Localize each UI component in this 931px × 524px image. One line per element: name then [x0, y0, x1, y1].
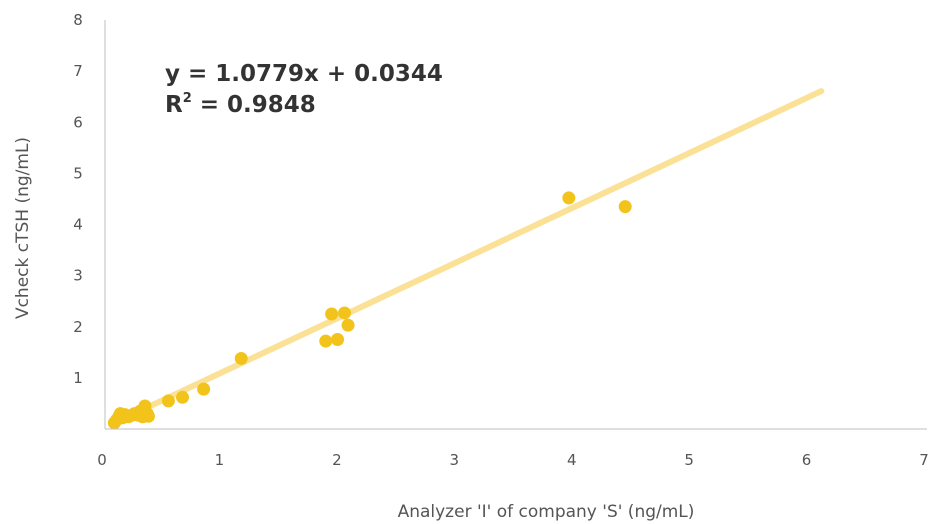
y-tick-label: 4 — [73, 216, 83, 234]
r-squared-superscript: 2 — [183, 91, 192, 106]
trendline-layer — [111, 88, 825, 426]
y-tick-label: 5 — [73, 164, 83, 182]
data-point — [234, 351, 248, 365]
data-point — [341, 318, 355, 332]
points-layer — [107, 191, 632, 430]
x-tick-label: 0 — [97, 451, 107, 469]
r-squared-label: R2 = 0.9848 — [165, 91, 316, 118]
r-squared-letter: R — [165, 92, 183, 118]
data-point — [325, 307, 339, 321]
y-tick-label: 7 — [73, 62, 83, 80]
x-tick-label: 1 — [215, 451, 225, 469]
data-point — [176, 390, 190, 404]
data-point — [338, 306, 352, 320]
y-tick-label: 1 — [73, 369, 83, 387]
r-squared-value: = 0.9848 — [192, 92, 316, 118]
x-tick-label: 7 — [919, 451, 929, 469]
y-tick-label: 3 — [73, 267, 83, 285]
trendline — [111, 88, 825, 426]
data-point — [331, 333, 345, 347]
data-point — [141, 409, 155, 423]
y-tick-label: 2 — [73, 318, 83, 336]
axes-layer — [104, 20, 927, 430]
x-axis-title: Analyzer 'I' of company 'S' (ng/mL) — [398, 502, 695, 522]
x-tick-label: 5 — [684, 451, 694, 469]
data-point — [197, 382, 211, 396]
x-tick-label: 3 — [450, 451, 460, 469]
data-point — [161, 394, 175, 408]
x-tick-label: 2 — [332, 451, 342, 469]
y-tick-label: 8 — [73, 11, 83, 29]
y-tick-labels: 1 2 3 4 5 6 7 8 — [73, 11, 83, 387]
x-tick-labels: 0 1 2 3 4 5 6 7 — [97, 451, 929, 469]
data-point — [319, 334, 333, 348]
regression-equation: y = 1.0779x + 0.0344 — [165, 61, 443, 87]
data-point — [562, 191, 576, 205]
x-tick-label: 4 — [567, 451, 577, 469]
x-tick-label: 6 — [802, 451, 812, 469]
y-tick-label: 6 — [73, 113, 83, 131]
data-point — [618, 200, 632, 214]
y-axis-title: Vcheck cTSH (ng/mL) — [13, 137, 33, 319]
